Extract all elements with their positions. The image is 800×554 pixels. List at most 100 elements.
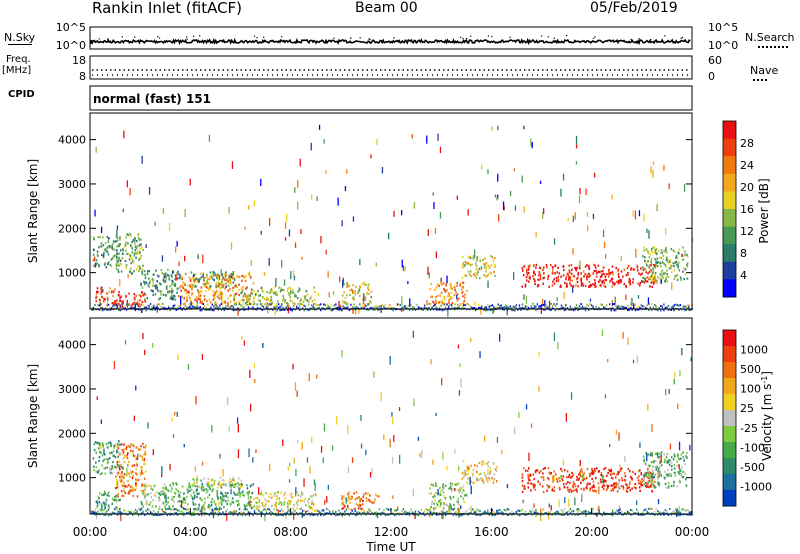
- echo-cell: [145, 502, 147, 506]
- echo-cell: [518, 307, 521, 309]
- echo-cell: [375, 307, 378, 310]
- echo-cell: [132, 261, 135, 264]
- echo-cell: [196, 482, 198, 485]
- echo-cell: [612, 484, 614, 487]
- echo-cell: [249, 499, 251, 508]
- echo-cell: [100, 444, 102, 450]
- echo-cell: [402, 512, 405, 514]
- echo-cell: [497, 512, 499, 514]
- echo-cell: [195, 489, 198, 492]
- echo-cell: [104, 511, 107, 514]
- echo-cell: [193, 508, 195, 511]
- echo-cell: [386, 507, 388, 510]
- echo-cell: [342, 277, 344, 285]
- echo-cell: [432, 511, 435, 514]
- echo-cell: [673, 482, 675, 485]
- echo-cell: [369, 300, 371, 303]
- echo-cell: [227, 280, 230, 283]
- echo-cell: [153, 307, 155, 309]
- echo-cell: [502, 306, 504, 309]
- echo-cell: [378, 508, 381, 511]
- echo-cell: [369, 494, 371, 497]
- echo-cell: [104, 242, 107, 245]
- echo-cell: [398, 512, 400, 515]
- echo-cell: [238, 283, 240, 286]
- echo-cell: [556, 478, 558, 481]
- echo-cell: [432, 192, 434, 196]
- echo-cell: [534, 488, 537, 491]
- echo-cell: [665, 265, 667, 268]
- echo-cell: [258, 294, 260, 298]
- echo-cell: [436, 502, 438, 505]
- echo-cell: [478, 461, 481, 464]
- echo-cell: [674, 474, 677, 477]
- echo-cell: [278, 503, 280, 506]
- echo-cell: [401, 210, 403, 216]
- echo-cell: [585, 477, 588, 480]
- echo-cell: [318, 510, 320, 513]
- echo-cell: [174, 492, 177, 495]
- echo-cell: [450, 508, 453, 511]
- echo-cell: [435, 484, 438, 487]
- echo-cell: [268, 291, 271, 294]
- echo-cell: [655, 260, 657, 263]
- echo-cell: [131, 257, 133, 260]
- echo-cell: [278, 286, 280, 289]
- echo-cell: [348, 495, 351, 498]
- echo-cell: [104, 262, 107, 265]
- echo-cell: [571, 471, 573, 475]
- echo-cell: [175, 508, 178, 511]
- echo-cell: [188, 276, 191, 279]
- echo-cell: [589, 298, 592, 302]
- echo-cell: [515, 307, 518, 309]
- echo-cell: [388, 232, 390, 240]
- echo-cell: [233, 491, 235, 494]
- echo-cell: [122, 305, 125, 307]
- echo-cell: [598, 270, 601, 274]
- echo-cell: [184, 501, 187, 504]
- echo-cell: [468, 255, 470, 258]
- echo-cell: [619, 469, 622, 472]
- echo-cell: [602, 479, 605, 482]
- echo-cell: [174, 487, 177, 490]
- echo-cell: [673, 269, 676, 272]
- echo-cell: [119, 475, 122, 478]
- echo-cell: [142, 458, 145, 461]
- echo-cell: [401, 509, 403, 512]
- echo-cell: [534, 283, 536, 286]
- echo-cell: [134, 488, 137, 491]
- echo-cell: [568, 264, 570, 267]
- echo-cell: [515, 510, 518, 513]
- echo-cell: [243, 508, 245, 511]
- echo-cell: [270, 510, 272, 513]
- echo-cell: [520, 307, 522, 310]
- echo-cell: [676, 274, 679, 277]
- echo-cell: [604, 285, 607, 288]
- echo-cell: [647, 404, 649, 411]
- echo-cell: [229, 294, 231, 298]
- echo-cell: [450, 304, 453, 307]
- echo-cell: [150, 487, 153, 490]
- echo-cell: [97, 441, 100, 444]
- echo-cell: [191, 496, 193, 499]
- echo-cell: [376, 513, 379, 519]
- echo-cell: [195, 280, 197, 283]
- echo-cell: [224, 276, 227, 281]
- echo-cell: [592, 305, 594, 308]
- echo-cell: [172, 508, 174, 511]
- echo-cell: [205, 283, 207, 286]
- echo-cell: [94, 513, 96, 516]
- echo-cell: [366, 293, 368, 296]
- echo-cell: [553, 470, 555, 473]
- echo-cell: [663, 309, 665, 312]
- echo-cell: [165, 508, 167, 511]
- echo-cell: [103, 458, 105, 461]
- echo-cell: [311, 508, 314, 511]
- echo-cell: [227, 278, 229, 281]
- echo-cell: [209, 275, 211, 278]
- echo-cell: [484, 475, 487, 478]
- echo-cell: [313, 479, 316, 486]
- echo-cell: [217, 276, 220, 282]
- echo-cell: [245, 302, 247, 305]
- echo-cell: [594, 468, 596, 471]
